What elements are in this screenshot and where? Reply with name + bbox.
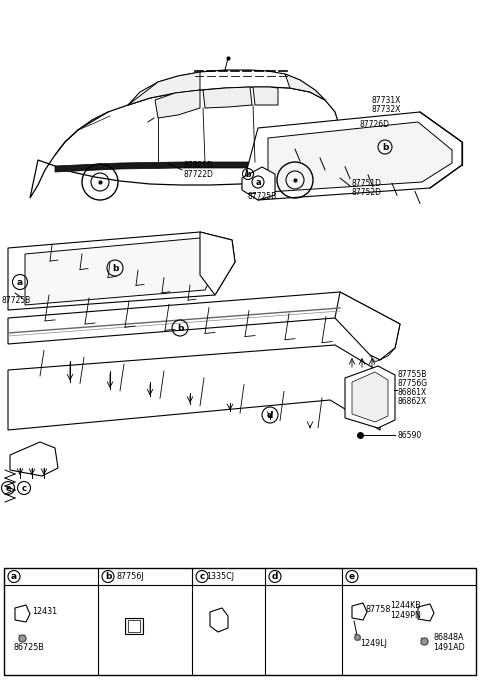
Text: 87756J: 87756J — [116, 572, 144, 581]
Text: 87732X: 87732X — [372, 105, 401, 114]
Text: 1491AD: 1491AD — [433, 643, 465, 653]
Polygon shape — [8, 232, 235, 310]
Text: 87722D: 87722D — [183, 169, 213, 179]
Text: e: e — [349, 572, 355, 581]
Polygon shape — [345, 366, 395, 428]
Text: c: c — [22, 484, 26, 493]
Text: b: b — [105, 572, 111, 581]
Polygon shape — [55, 162, 330, 174]
Polygon shape — [128, 72, 200, 105]
Text: 87752D: 87752D — [352, 188, 382, 197]
Polygon shape — [242, 167, 275, 200]
Text: 86861X: 86861X — [397, 388, 426, 397]
Polygon shape — [200, 232, 235, 295]
Text: 1244KB: 1244KB — [390, 601, 421, 610]
Text: c: c — [199, 572, 204, 581]
Polygon shape — [253, 87, 278, 105]
Polygon shape — [25, 238, 225, 305]
Text: a: a — [255, 177, 261, 186]
Polygon shape — [8, 345, 385, 430]
Polygon shape — [285, 74, 325, 100]
Polygon shape — [335, 292, 400, 360]
Polygon shape — [352, 603, 367, 620]
Text: 86862X: 86862X — [397, 397, 426, 406]
Text: 87726D: 87726D — [360, 119, 390, 129]
Polygon shape — [8, 292, 400, 348]
Polygon shape — [268, 122, 452, 192]
Polygon shape — [10, 442, 58, 476]
Text: 87725B: 87725B — [247, 192, 276, 201]
Polygon shape — [15, 605, 30, 622]
Polygon shape — [370, 348, 395, 362]
Text: d: d — [272, 572, 278, 581]
Text: 1249PN: 1249PN — [390, 610, 421, 619]
Text: 86848A: 86848A — [433, 634, 464, 643]
Text: b: b — [112, 264, 118, 273]
Text: 87731X: 87731X — [372, 95, 401, 105]
Text: d: d — [267, 410, 273, 419]
Polygon shape — [128, 70, 325, 105]
Bar — [4, 568, 476, 675]
Text: 87751D: 87751D — [352, 179, 382, 188]
Text: 87758: 87758 — [365, 606, 390, 614]
Bar — [128, 620, 140, 632]
Text: 87725B: 87725B — [2, 295, 31, 305]
Text: b: b — [177, 323, 183, 332]
Polygon shape — [30, 87, 340, 198]
Polygon shape — [242, 112, 462, 200]
Polygon shape — [203, 87, 252, 108]
Text: 87755B: 87755B — [397, 369, 426, 379]
Text: b: b — [382, 142, 388, 151]
Text: 1335CJ: 1335CJ — [206, 572, 234, 581]
Text: a: a — [17, 277, 23, 286]
Text: 12431: 12431 — [32, 608, 57, 616]
Text: b: b — [245, 169, 251, 179]
Polygon shape — [210, 608, 228, 632]
Text: e: e — [5, 484, 11, 493]
Text: 87721D: 87721D — [183, 160, 213, 169]
Polygon shape — [352, 372, 388, 422]
Text: 1249LJ: 1249LJ — [360, 638, 387, 647]
Bar — [125, 618, 143, 634]
Text: 86725B: 86725B — [14, 643, 45, 653]
Text: 87756G: 87756G — [397, 379, 427, 388]
Polygon shape — [418, 604, 434, 621]
Text: 86590: 86590 — [397, 430, 421, 440]
Polygon shape — [155, 90, 200, 118]
Text: a: a — [11, 572, 17, 581]
